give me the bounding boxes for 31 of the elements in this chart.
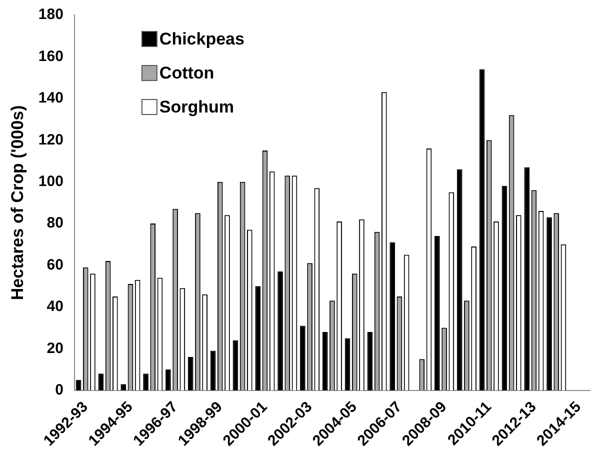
y-tick-label: 60 <box>46 256 64 274</box>
bar <box>524 167 530 390</box>
bar <box>456 169 462 390</box>
bar <box>188 356 194 390</box>
bar <box>434 236 440 390</box>
legend-label: Sorghum <box>159 98 234 117</box>
bar <box>210 350 216 390</box>
bar <box>255 286 261 390</box>
bar <box>322 332 328 390</box>
y-tick-label: 0 <box>55 381 64 398</box>
bar <box>546 217 552 390</box>
bar <box>479 69 485 390</box>
bar <box>143 374 148 390</box>
y-axis-title: Hectares of Crop ('000s) <box>8 105 27 300</box>
y-tick-label: 160 <box>38 48 64 65</box>
y-tick-label: 120 <box>38 131 64 148</box>
y-tick-label: 80 <box>46 214 64 232</box>
y-tick-label: 180 <box>38 6 64 24</box>
y-tick-label: 40 <box>46 298 64 316</box>
bar <box>502 186 508 390</box>
bar <box>390 242 396 390</box>
y-tick-label: 140 <box>38 90 64 107</box>
bar <box>367 332 373 390</box>
bar <box>278 271 283 390</box>
legend-label: Cotton <box>159 64 214 83</box>
y-tick-label: 100 <box>38 172 64 190</box>
bar <box>300 326 306 390</box>
y-tick-label: 20 <box>46 340 64 357</box>
bar <box>166 369 171 390</box>
bar <box>344 338 350 390</box>
legend-label: Chickpeas <box>159 30 244 49</box>
